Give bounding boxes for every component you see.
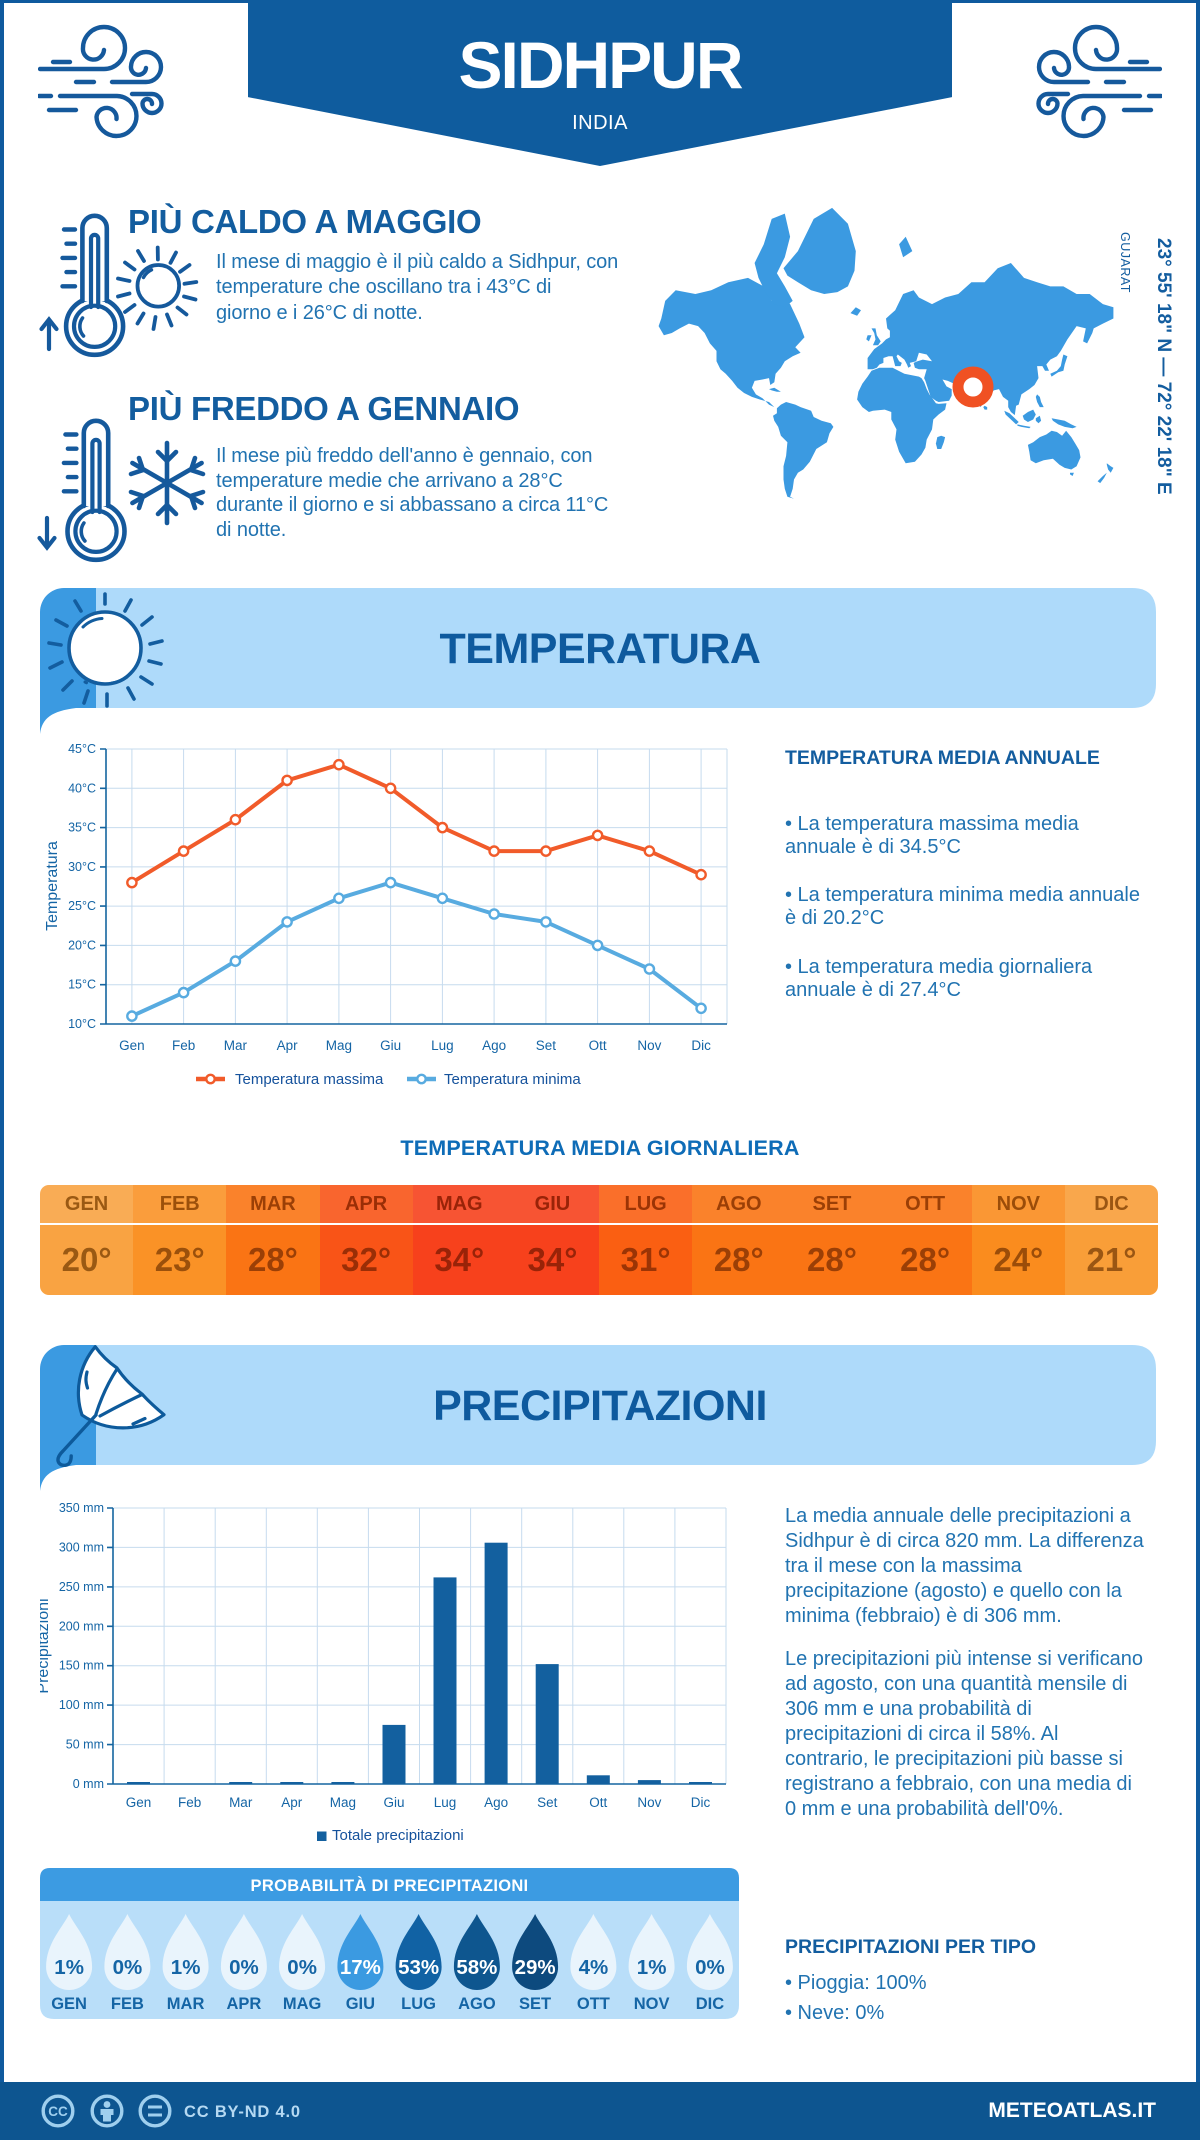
svg-text:Totale precipitazioni: Totale precipitazioni bbox=[332, 1827, 464, 1844]
svg-text:LUG: LUG bbox=[401, 1995, 436, 2013]
svg-text:20°C: 20°C bbox=[68, 938, 96, 952]
svg-text:Ago: Ago bbox=[484, 1795, 508, 1810]
svg-text:OTT: OTT bbox=[577, 1995, 610, 2013]
svg-text:58%: 58% bbox=[456, 1956, 497, 1979]
svg-text:10°C: 10°C bbox=[68, 1017, 96, 1031]
svg-text:Lug: Lug bbox=[431, 1038, 454, 1053]
svg-text:Lug: Lug bbox=[434, 1795, 457, 1810]
svg-text:Feb: Feb bbox=[172, 1038, 195, 1053]
svg-text:Ott: Ott bbox=[589, 1795, 607, 1810]
svg-text:CC: CC bbox=[48, 2104, 68, 2119]
svg-text:1%: 1% bbox=[54, 1956, 84, 1979]
svg-text:Apr: Apr bbox=[277, 1038, 299, 1053]
svg-text:CC BY-ND 4.0: CC BY-ND 4.0 bbox=[184, 2103, 301, 2121]
svg-text:45°C: 45°C bbox=[68, 742, 96, 756]
svg-text:0%: 0% bbox=[113, 1956, 143, 1979]
svg-text:Temperatura minima: Temperatura minima bbox=[444, 1071, 581, 1088]
svg-text:Precipitazioni: Precipitazioni bbox=[40, 1598, 52, 1693]
svg-text:250 mm: 250 mm bbox=[59, 1580, 104, 1594]
svg-text:0%: 0% bbox=[229, 1956, 259, 1979]
svg-text:Feb: Feb bbox=[178, 1795, 201, 1810]
svg-text:GIU: GIU bbox=[346, 1995, 375, 2013]
svg-text:MAR: MAR bbox=[167, 1995, 205, 2013]
svg-text:Temperatura massima: Temperatura massima bbox=[235, 1071, 384, 1088]
svg-text:PROBABILITÀ DI PRECIPITAZIONI: PROBABILITÀ DI PRECIPITAZIONI bbox=[251, 1876, 529, 1895]
svg-text:Temperatura: Temperatura bbox=[44, 841, 61, 931]
svg-text:FEB: FEB bbox=[111, 1995, 144, 2013]
svg-text:35°C: 35°C bbox=[68, 821, 96, 835]
svg-text:0%: 0% bbox=[287, 1956, 317, 1979]
svg-text:Mag: Mag bbox=[326, 1038, 352, 1053]
svg-text:1%: 1% bbox=[637, 1956, 667, 1979]
svg-text:Dic: Dic bbox=[691, 1795, 711, 1810]
svg-text:Gen: Gen bbox=[119, 1038, 145, 1053]
svg-text:Giu: Giu bbox=[380, 1038, 401, 1053]
svg-text:30°C: 30°C bbox=[68, 860, 96, 874]
svg-text:Nov: Nov bbox=[637, 1795, 661, 1810]
svg-text:200 mm: 200 mm bbox=[59, 1619, 104, 1633]
svg-text:Ott: Ott bbox=[589, 1038, 607, 1053]
svg-text:29%: 29% bbox=[515, 1956, 556, 1979]
svg-text:150 mm: 150 mm bbox=[59, 1659, 104, 1673]
svg-text:Apr: Apr bbox=[281, 1795, 303, 1810]
svg-text:GEN: GEN bbox=[51, 1995, 87, 2013]
svg-text:Set: Set bbox=[536, 1038, 557, 1053]
svg-text:DIC: DIC bbox=[696, 1995, 725, 2013]
svg-text:Gen: Gen bbox=[126, 1795, 152, 1810]
svg-text:NOV: NOV bbox=[634, 1995, 670, 2013]
svg-text:Nov: Nov bbox=[637, 1038, 661, 1053]
svg-text:100 mm: 100 mm bbox=[59, 1698, 104, 1712]
svg-text:0 mm: 0 mm bbox=[73, 1777, 104, 1791]
svg-text:APR: APR bbox=[226, 1995, 261, 2013]
svg-text:Giu: Giu bbox=[383, 1795, 404, 1810]
svg-text:350 mm: 350 mm bbox=[59, 1501, 104, 1515]
svg-text:4%: 4% bbox=[579, 1956, 609, 1979]
svg-text:17%: 17% bbox=[340, 1956, 381, 1979]
svg-text:Set: Set bbox=[537, 1795, 558, 1810]
svg-text:53%: 53% bbox=[398, 1956, 439, 1979]
svg-text:300 mm: 300 mm bbox=[59, 1540, 104, 1554]
svg-text:Mar: Mar bbox=[229, 1795, 253, 1810]
svg-text:25°C: 25°C bbox=[68, 899, 96, 913]
svg-text:Ago: Ago bbox=[482, 1038, 506, 1053]
svg-text:SET: SET bbox=[519, 1995, 551, 2013]
svg-text:1%: 1% bbox=[171, 1956, 201, 1979]
svg-text:40°C: 40°C bbox=[68, 781, 96, 795]
svg-text:0%: 0% bbox=[695, 1956, 725, 1979]
svg-text:AGO: AGO bbox=[458, 1995, 496, 2013]
svg-text:50 mm: 50 mm bbox=[66, 1738, 104, 1752]
svg-text:MAG: MAG bbox=[283, 1995, 322, 2013]
svg-text:Dic: Dic bbox=[691, 1038, 711, 1053]
svg-text:15°C: 15°C bbox=[68, 978, 96, 992]
svg-text:Mar: Mar bbox=[224, 1038, 248, 1053]
svg-text:Mag: Mag bbox=[330, 1795, 356, 1810]
